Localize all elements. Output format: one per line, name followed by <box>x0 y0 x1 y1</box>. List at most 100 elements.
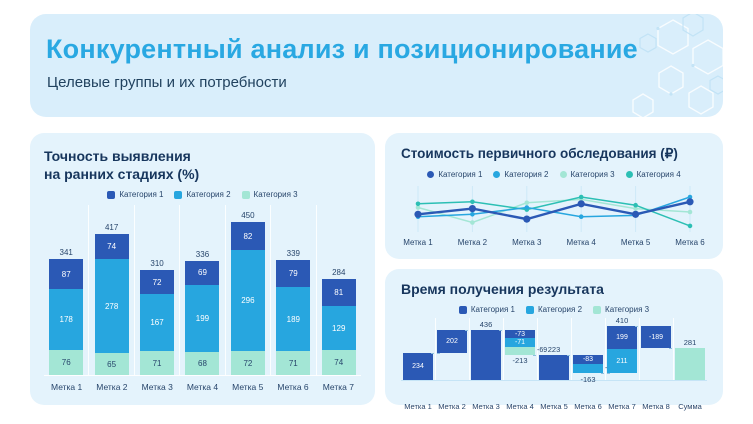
x-axis-label: Метка 4 <box>506 402 534 412</box>
bar-total-label: 341 <box>59 248 73 258</box>
connector-line <box>567 354 576 356</box>
header-card: Конкурентный анализ и позиционирование Ц… <box>30 14 723 117</box>
legend-item: Категория 1 <box>107 190 163 199</box>
bar-column: 284 81 129 74 <box>315 205 361 376</box>
bar-below-label: -213 <box>512 356 528 366</box>
cost-chart-title: Стоимость первичного обследования (₽) <box>401 146 678 161</box>
legend-label: Категория 2 <box>504 169 549 179</box>
bar-segment: 87 <box>49 259 84 290</box>
data-point <box>687 194 693 199</box>
data-point <box>686 197 694 205</box>
bar-segment: 68 <box>185 352 220 376</box>
bar-segment: 278 <box>94 258 129 354</box>
accuracy-legend: Категория 1 Категория 2 Категория 3 <box>44 190 361 199</box>
legend-item: Категория 4 <box>625 170 681 179</box>
waterfall-segment <box>539 354 569 381</box>
stacked-bar: 82 296 72 <box>230 222 265 376</box>
bar-segment: 167 <box>140 294 175 352</box>
accuracy-x-axis: Метка 1 Метка 2 Метка 3 Метка 4 Метка 5 Метка… <box>44 382 361 392</box>
time-plot: 234202436-73-71-69-213223-83-80-16319921… <box>401 316 707 396</box>
bar-column: 310 72 167 71 <box>133 205 179 376</box>
cost-plot: Метка 1 Метка 2 Метка 3 Метка 4 Метка 5 Метка… <box>403 185 705 247</box>
legend-swatch <box>559 170 567 178</box>
legend-swatch <box>625 170 633 178</box>
baseline <box>401 380 707 382</box>
legend-swatch <box>174 190 183 199</box>
waterfall-segment: 211 <box>607 349 637 374</box>
legend-swatch <box>525 305 534 314</box>
legend-label: Категория 1 <box>438 169 483 179</box>
line-series <box>417 200 691 220</box>
stacked-bar: 87 178 76 <box>49 259 84 376</box>
bar-segment: 296 <box>230 250 265 351</box>
legend-label: Категория 2 <box>186 190 231 200</box>
x-axis-label: Метка 4 <box>186 382 219 393</box>
x-axis-label: Метка 3 <box>512 238 542 247</box>
waterfall-segment <box>573 364 603 374</box>
waterfall-segment: 199 <box>607 326 637 350</box>
column-separator <box>605 318 606 381</box>
x-axis-label: Метка 5 <box>232 382 264 393</box>
bar-segment: 178 <box>49 289 84 350</box>
x-axis-label: Метка 4 <box>566 238 596 247</box>
data-point <box>414 210 422 218</box>
bar-segment: 189 <box>276 286 311 352</box>
x-axis-label: Метка 2 <box>96 382 128 393</box>
legend-swatch <box>493 170 501 178</box>
legend-swatch <box>427 170 435 178</box>
legend-label: Категория 2 <box>537 305 583 315</box>
segment-outside-label: -69 <box>537 346 548 354</box>
legend-item: Категория 2 <box>493 169 549 179</box>
data-point <box>687 223 693 228</box>
waterfall-segment: 202 <box>437 330 467 354</box>
x-axis-label: Метка 7 <box>322 382 354 393</box>
time-chart-card: Время получения результата Категория 1 Ка… <box>385 269 723 411</box>
bar-column: 341 87 178 76 <box>44 205 88 376</box>
line-series <box>417 195 691 227</box>
bar-segment: 72 <box>140 269 175 295</box>
bar-column: 339 79 189 71 <box>270 205 315 376</box>
waterfall-segment: 234 <box>403 353 433 381</box>
legend-swatch <box>107 190 116 199</box>
legend-item: Категория 2 <box>525 305 583 315</box>
data-point <box>415 201 421 206</box>
bar-segment: 65 <box>94 353 129 376</box>
connector-line <box>499 330 508 332</box>
data-point <box>470 211 475 217</box>
legend-label: Категория 3 <box>570 169 615 179</box>
data-point <box>578 213 584 219</box>
accuracy-chart-title: Точность выявления на ранних стадиях (%) <box>44 148 200 183</box>
bar-above-label: 436 <box>479 320 493 330</box>
data-point <box>470 219 475 225</box>
line-series <box>417 195 691 217</box>
x-axis-label: Метка 3 <box>472 402 500 412</box>
x-axis-label: Метка 1 <box>404 402 432 412</box>
stacked-bar: 69 199 68 <box>185 261 220 376</box>
x-axis-label: Метка 2 <box>458 238 488 247</box>
connector-line <box>533 354 542 356</box>
bar-segment: 81 <box>321 278 356 307</box>
data-point <box>524 204 530 210</box>
legend-label: Категория 3 <box>253 190 298 200</box>
column-separator <box>469 318 470 381</box>
connector-line <box>431 353 440 355</box>
bar-below-label: -163 <box>580 374 596 384</box>
waterfall-segment <box>471 330 501 381</box>
legend-item: Категория 3 <box>559 169 615 179</box>
waterfall-segment: -73 <box>505 330 535 339</box>
bar-column: 450 82 296 72 <box>224 205 270 376</box>
legend-item: Категория 3 <box>241 190 298 200</box>
data-point <box>687 209 693 214</box>
data-point <box>415 204 421 210</box>
bar-segment: 79 <box>276 260 311 287</box>
accuracy-plot: 341 87 178 76 417 74 278 65 310 72 167 71 336 69 199 68… <box>44 205 361 377</box>
legend-swatch <box>241 190 250 199</box>
x-axis-label: Метка 1 <box>51 382 83 393</box>
bar-column: 417 74 278 65 <box>88 205 133 376</box>
time-legend: Категория 1 Категория 2 Категория 3 <box>401 305 707 314</box>
stacked-bar: 72 167 71 <box>140 269 175 376</box>
legend-item: Категория 1 <box>427 170 482 179</box>
bar-total-label: 310 <box>150 258 164 268</box>
data-point <box>524 200 530 205</box>
data-point <box>633 202 638 208</box>
